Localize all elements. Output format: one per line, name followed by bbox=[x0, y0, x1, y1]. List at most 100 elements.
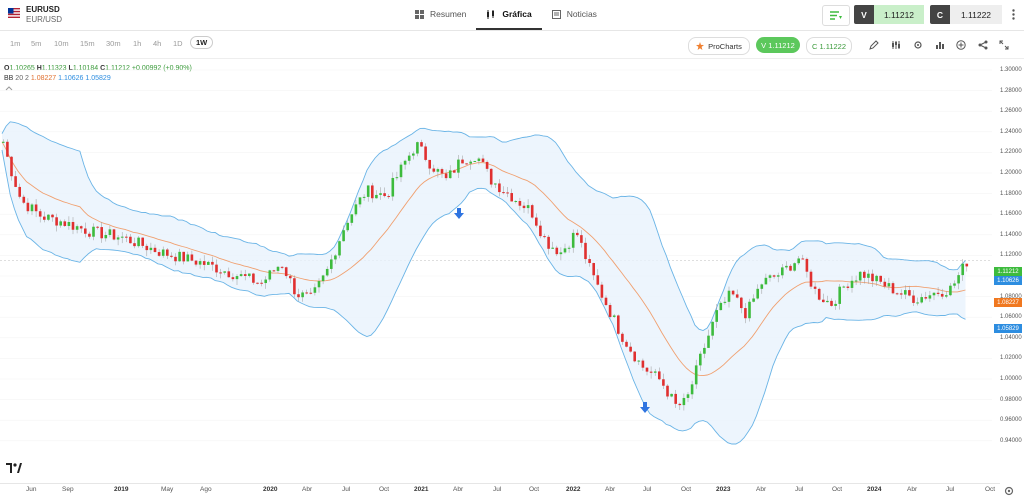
candle bbox=[756, 288, 759, 299]
more-menu-button[interactable] bbox=[1006, 5, 1020, 24]
candle bbox=[719, 302, 723, 311]
candle bbox=[444, 173, 448, 179]
time-axis-label: 2019 bbox=[114, 486, 129, 493]
share-icon[interactable] bbox=[978, 40, 988, 50]
candle bbox=[403, 160, 407, 165]
candle bbox=[690, 384, 694, 395]
candle bbox=[715, 310, 718, 322]
tf-1d[interactable]: 1D bbox=[173, 39, 183, 48]
candle bbox=[235, 276, 239, 280]
candle bbox=[387, 196, 390, 198]
candle bbox=[22, 196, 26, 203]
ohlc-o-label: O bbox=[4, 65, 10, 72]
candle bbox=[916, 302, 919, 304]
candle bbox=[863, 271, 866, 278]
candle bbox=[26, 202, 30, 212]
buy-pill-button[interactable]: C 1.11222 bbox=[806, 37, 852, 55]
order-list-button[interactable] bbox=[822, 5, 850, 26]
time-axis-label: Jul bbox=[795, 486, 804, 493]
candle bbox=[883, 281, 887, 287]
candle bbox=[125, 236, 128, 238]
tab-resumen[interactable]: Resumen bbox=[405, 0, 476, 28]
candle bbox=[502, 192, 505, 194]
sell-label[interactable]: V bbox=[854, 5, 874, 24]
candle bbox=[137, 237, 140, 247]
tf-15m[interactable]: 15m bbox=[80, 39, 95, 48]
candle bbox=[940, 293, 944, 297]
fullscreen-icon[interactable] bbox=[999, 40, 1009, 50]
candle bbox=[108, 229, 112, 235]
price-chart[interactable] bbox=[0, 60, 1000, 482]
tf-1w[interactable]: 1W bbox=[190, 36, 214, 49]
candle bbox=[100, 227, 103, 239]
candle bbox=[559, 252, 563, 255]
gear-icon[interactable] bbox=[913, 40, 923, 50]
buy-label[interactable]: C bbox=[930, 5, 950, 24]
time-axis-label: Oct bbox=[529, 486, 540, 493]
candle bbox=[772, 275, 776, 277]
candle bbox=[366, 185, 370, 197]
instrument-symbol: EURUSD bbox=[26, 5, 60, 14]
time-axis-label: Oct bbox=[985, 486, 996, 493]
indicators-icon[interactable] bbox=[891, 40, 901, 50]
bb-readout: BB 20 2 1.08227 1.10626 1.05829 bbox=[4, 75, 111, 82]
candle bbox=[256, 282, 259, 284]
tab-grafica[interactable]: Gráfica bbox=[476, 0, 542, 30]
bar-chart-icon[interactable] bbox=[935, 40, 945, 50]
candle bbox=[432, 168, 436, 172]
candle bbox=[748, 301, 751, 319]
candle bbox=[10, 156, 13, 177]
candle bbox=[198, 261, 202, 265]
time-axis-label: Abr bbox=[302, 486, 313, 493]
candle bbox=[420, 142, 423, 147]
time-axis-label: Abr bbox=[907, 486, 918, 493]
grid-icon bbox=[415, 9, 424, 19]
tf-1h[interactable]: 1h bbox=[133, 39, 142, 48]
pencil-icon[interactable] bbox=[869, 40, 879, 50]
price-axis-label: 0.94000 bbox=[1000, 437, 1022, 444]
candle bbox=[55, 217, 58, 226]
candle bbox=[350, 214, 354, 223]
tf-4h[interactable]: 4h bbox=[153, 39, 162, 48]
sell-price-button[interactable]: 1.11212 bbox=[874, 5, 924, 24]
candle bbox=[571, 232, 575, 248]
candle bbox=[211, 261, 214, 265]
tf-1m[interactable]: 1m bbox=[10, 39, 21, 48]
candle bbox=[912, 295, 915, 303]
candle bbox=[112, 229, 116, 240]
candle bbox=[141, 237, 144, 246]
candle bbox=[149, 247, 153, 251]
candle bbox=[96, 226, 99, 228]
buy-price-button[interactable]: 1.11222 bbox=[950, 5, 1002, 24]
candle bbox=[518, 201, 522, 206]
candle bbox=[301, 292, 304, 298]
price-axis-label: 1.04000 bbox=[1000, 334, 1022, 341]
price-axis-label: 1.16000 bbox=[1000, 211, 1022, 218]
candle bbox=[694, 365, 698, 385]
bb-mid-line bbox=[1, 141, 966, 377]
candle bbox=[92, 226, 95, 237]
sell-pill-button[interactable]: V 1.11212 bbox=[756, 37, 800, 53]
axis-settings-gear-icon[interactable] bbox=[1004, 486, 1014, 496]
collapse-chevron-icon[interactable] bbox=[5, 86, 13, 91]
time-axis-label: Jul bbox=[946, 486, 955, 493]
candle bbox=[961, 263, 964, 276]
tf-30m[interactable]: 30m bbox=[106, 39, 121, 48]
tf-5m[interactable]: 5m bbox=[31, 39, 42, 48]
add-circle-icon[interactable] bbox=[956, 40, 966, 50]
bb-label: BB bbox=[4, 75, 14, 82]
candle bbox=[243, 274, 247, 276]
candle bbox=[735, 294, 739, 298]
candle bbox=[391, 177, 395, 197]
procharts-button[interactable]: ProCharts bbox=[688, 37, 750, 55]
candle bbox=[227, 271, 231, 278]
tab-noticias[interactable]: Noticias bbox=[542, 0, 607, 28]
candle bbox=[653, 371, 657, 373]
candle bbox=[182, 251, 185, 262]
candle bbox=[14, 176, 17, 187]
candle bbox=[764, 277, 768, 285]
tf-10m[interactable]: 10m bbox=[54, 39, 69, 48]
candle bbox=[67, 221, 71, 226]
candle bbox=[202, 261, 206, 265]
candle bbox=[543, 236, 546, 238]
